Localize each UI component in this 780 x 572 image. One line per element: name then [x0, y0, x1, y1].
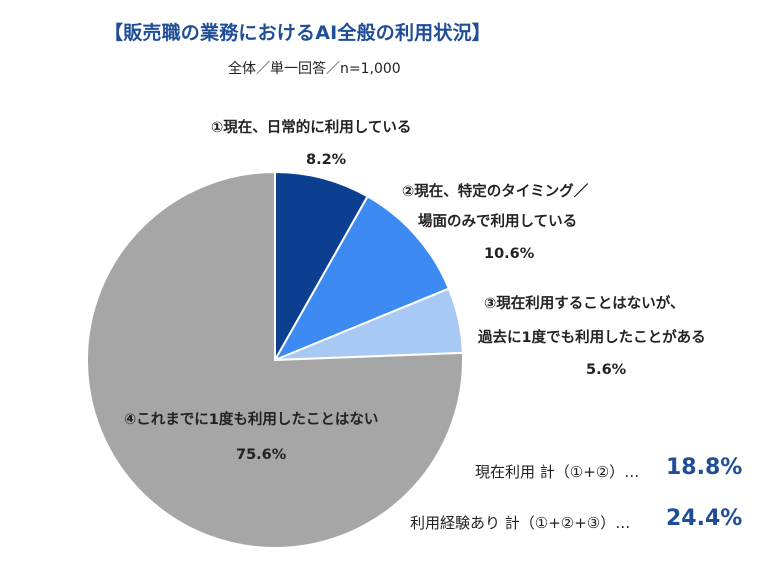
slice-value-3: 5.6%: [586, 362, 627, 378]
summary-experienced-label: 利用経験あり 計（①+②+③）…: [410, 514, 631, 532]
slice-label-2-line-2: 場面のみで利用している: [418, 214, 578, 230]
pie-slices: [86, 170, 464, 549]
chart-subtitle: 全体／単一回答／n=1,000: [228, 61, 401, 77]
slice-label-4: ④これまでに1度も利用したことはない: [124, 412, 379, 428]
pie-slice-1: [274, 170, 369, 364]
slice-label-1: ①現在、日常的に利用している: [211, 120, 412, 136]
summary-current-use-label: 現在利用 計（①+②）…: [475, 463, 640, 481]
slice-label-3-line-2: 過去に1度でも利用したことがある: [478, 330, 706, 346]
summary-experienced-value: 24.4%: [666, 506, 743, 531]
pie-slice-2: [272, 195, 451, 363]
slice-value-1: 8.2%: [306, 152, 347, 168]
pie-slice-4: [86, 170, 464, 549]
slice-value-2: 10.6%: [484, 246, 535, 262]
chart-title: 【販売職の業務におけるAI全般の利用状況】: [104, 22, 491, 44]
slice-label-3-line-1: ③現在利用することはないが、: [484, 296, 685, 312]
slice-value-4: 75.6%: [236, 447, 287, 463]
summary-current-use-value: 18.8%: [666, 455, 743, 480]
slice-label-2-line-1: ②現在、特定のタイミング／: [402, 184, 589, 200]
